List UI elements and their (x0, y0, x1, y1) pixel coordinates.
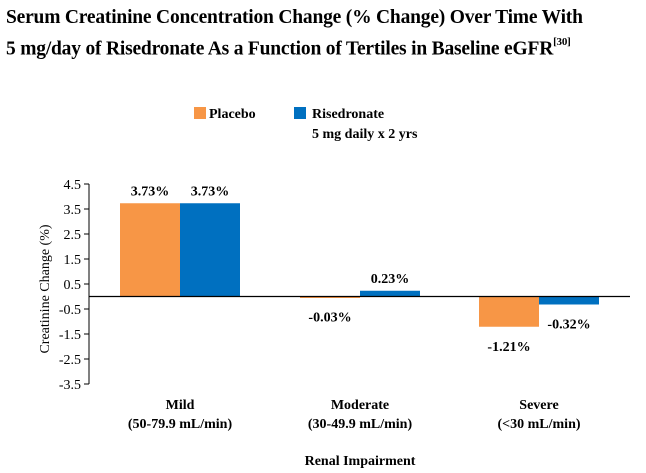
y-tick-label: -1.5 (59, 328, 81, 343)
y-tick-label: -0.5 (59, 303, 81, 318)
category-sublabel-moderate: (30-49.9 mL/min) (308, 417, 413, 432)
category-sublabel-mild: (50-79.9 mL/min) (128, 417, 233, 432)
legend: Placebo Risedronate 5 mg daily x 2 yrs (194, 107, 418, 142)
bar-placebo-severe (479, 296, 539, 327)
value-labels: 3.73% 3.73% -0.03% 0.23% -1.21% -0.32% (131, 184, 591, 355)
data-label-placebo-severe: -1.21% (487, 340, 530, 355)
category-label-mild: Mild (166, 398, 195, 413)
bar-placebo-moderate (300, 296, 360, 298)
category-label-moderate: Moderate (331, 398, 389, 413)
chart-title-reference: [30] (553, 36, 571, 48)
legend-swatch-placebo (194, 107, 206, 119)
y-tick-label: -2.5 (59, 353, 81, 368)
bar-placebo-mild (120, 203, 180, 297)
category-sublabel-severe: (<30 mL/min) (497, 417, 580, 432)
y-tick-label: 4.5 (64, 178, 82, 193)
y-axis-ticks: 4.5 3.5 2.5 1.5 0.5 -0.5 -1.5 -2.5 -3.5 (59, 178, 89, 393)
data-label-risedronate-moderate: 0.23% (371, 272, 410, 287)
legend-swatch-risedronate (294, 107, 306, 119)
chart-title-line-1: Serum Creatinine Concentration Change (%… (6, 7, 583, 28)
bar-risedronate-severe (539, 296, 599, 305)
category-label-severe: Severe (519, 398, 558, 413)
y-axis-title: Creatinine Change (%) (38, 224, 53, 353)
legend-label-risedronate: Risedronate (312, 107, 384, 122)
y-tick-label: 2.5 (64, 228, 82, 243)
bar-risedronate-moderate (360, 290, 420, 297)
data-label-risedronate-severe: -0.32% (547, 318, 590, 333)
chart-title-line-2: 5 mg/day of Risedronate As a Function of… (6, 38, 554, 60)
x-axis-title: Renal Impairment (305, 454, 416, 469)
chart-title: Serum Creatinine Concentration Change (%… (6, 4, 642, 63)
y-tick-label: 0.5 (64, 278, 82, 293)
data-label-risedronate-mild: 3.73% (191, 184, 230, 199)
data-label-placebo-mild: 3.73% (131, 184, 170, 199)
y-tick-label: 3.5 (64, 203, 82, 218)
data-label-placebo-moderate: -0.03% (308, 310, 351, 325)
legend-label-placebo: Placebo (209, 107, 256, 122)
bars (120, 203, 599, 327)
bar-risedronate-mild (180, 203, 240, 297)
legend-label-risedronate-line-2: 5 mg daily x 2 yrs (312, 127, 418, 142)
axes (88, 184, 630, 384)
y-tick-label: 1.5 (64, 253, 82, 268)
y-tick-label: -3.5 (59, 378, 81, 393)
category-labels: Mild (50-79.9 mL/min) Moderate (30-49.9 mL/… (128, 398, 581, 432)
